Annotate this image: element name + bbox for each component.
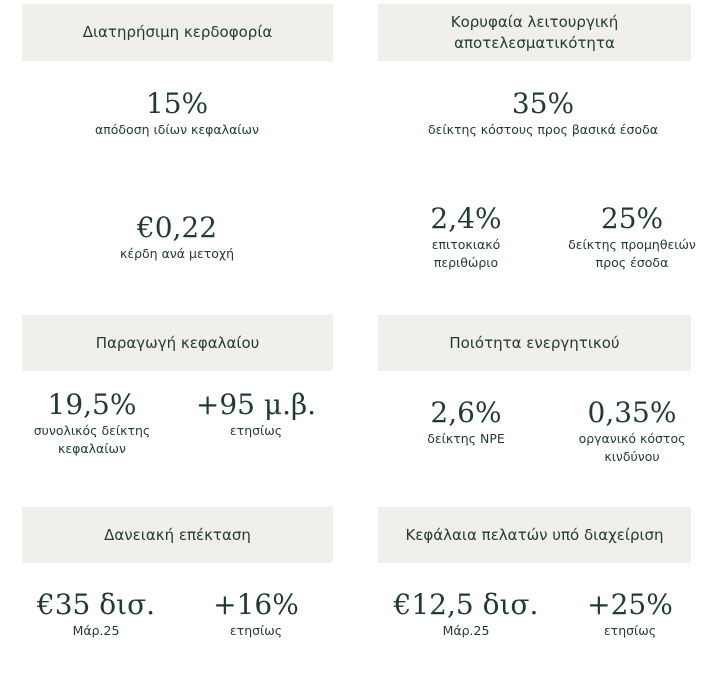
metric-value: +95 μ.β. bbox=[195, 388, 317, 421]
metric-label: Μάρ.25 bbox=[442, 623, 490, 638]
metric-eps: €0,22 κέρδη ανά μετοχή bbox=[27, 212, 327, 263]
metric-value: +16% bbox=[213, 588, 299, 621]
metric-nim: 2,4% επιτοκιακό περιθώριο bbox=[406, 203, 526, 272]
metric-value: 25% bbox=[600, 202, 664, 235]
metric-loans-yoy: +16% ετησίως bbox=[186, 589, 326, 640]
metric-value: 35% bbox=[511, 87, 575, 120]
metric-cost-income: 35% δείκτης κόστους προς βασικά έσοδα bbox=[383, 88, 703, 139]
section-header-capital: Παραγωγή κεφαλαίου bbox=[22, 315, 333, 371]
metric-value: €0,22 bbox=[136, 211, 218, 244]
section-header-asset-quality: Ποιότητα ενεργητικού bbox=[378, 315, 691, 371]
metric-label: Μάρ.25 bbox=[72, 623, 120, 638]
metric-label: ετησίως bbox=[229, 423, 283, 438]
metric-value: 2,4% bbox=[430, 202, 502, 235]
metric-label: επιτοκιακό περιθώριο bbox=[431, 237, 501, 270]
metric-label: οργανικό κόστος κινδύνου bbox=[578, 431, 686, 464]
metric-label: συνολικός δείκτης κεφαλαίων bbox=[33, 423, 151, 456]
metric-aum: €12,5 δισ. Μάρ.25 bbox=[376, 589, 556, 640]
metric-roe: 15% απόδοση ιδίων κεφαλαίων bbox=[27, 88, 327, 139]
metric-capital-yoy: +95 μ.β. ετησίως bbox=[176, 389, 336, 440]
metric-label: δείκτης προμηθειών προς έσοδα bbox=[568, 237, 696, 270]
metric-label: ετησίως bbox=[229, 623, 283, 638]
metric-value: €35 δισ. bbox=[36, 588, 156, 621]
metric-cost-of-risk: 0,35% οργανικό κόστος κινδύνου bbox=[557, 397, 707, 466]
metric-value: 0,35% bbox=[587, 396, 677, 429]
metric-label: ετησίως bbox=[603, 623, 657, 638]
metric-value: 2,6% bbox=[430, 396, 502, 429]
metric-total-capital: 19,5% συνολικός δείκτης κεφαλαίων bbox=[12, 389, 172, 458]
metric-label: κέρδη ανά μετοχή bbox=[119, 246, 235, 261]
metric-value: +25% bbox=[587, 588, 673, 621]
section-header-profitability: Διατηρήσιμη κερδοφορία bbox=[22, 4, 333, 61]
section-header-operational: Κορυφαία λειτουργική αποτελεσματικότητα bbox=[378, 4, 691, 61]
metric-loans: €35 δισ. Μάρ.25 bbox=[11, 589, 181, 640]
metric-label: απόδοση ιδίων κεφαλαίων bbox=[95, 122, 259, 137]
section-header-lending: Δανειακή επέκταση bbox=[22, 507, 333, 563]
metric-npe: 2,6% δείκτης NPE bbox=[396, 397, 536, 448]
metric-label: δείκτης NPE bbox=[427, 431, 505, 446]
metric-value: 19,5% bbox=[47, 388, 137, 421]
metric-label: δείκτης κόστους προς βασικά έσοδα bbox=[428, 122, 658, 137]
metric-value: 15% bbox=[145, 87, 209, 120]
metric-aum-yoy: +25% ετησίως bbox=[560, 589, 700, 640]
metric-value: €12,5 δισ. bbox=[393, 588, 539, 621]
section-header-aum: Κεφάλαια πελατών υπό διαχείριση bbox=[378, 507, 691, 563]
metric-fees-income: 25% δείκτης προμηθειών προς έσοδα bbox=[552, 203, 712, 272]
